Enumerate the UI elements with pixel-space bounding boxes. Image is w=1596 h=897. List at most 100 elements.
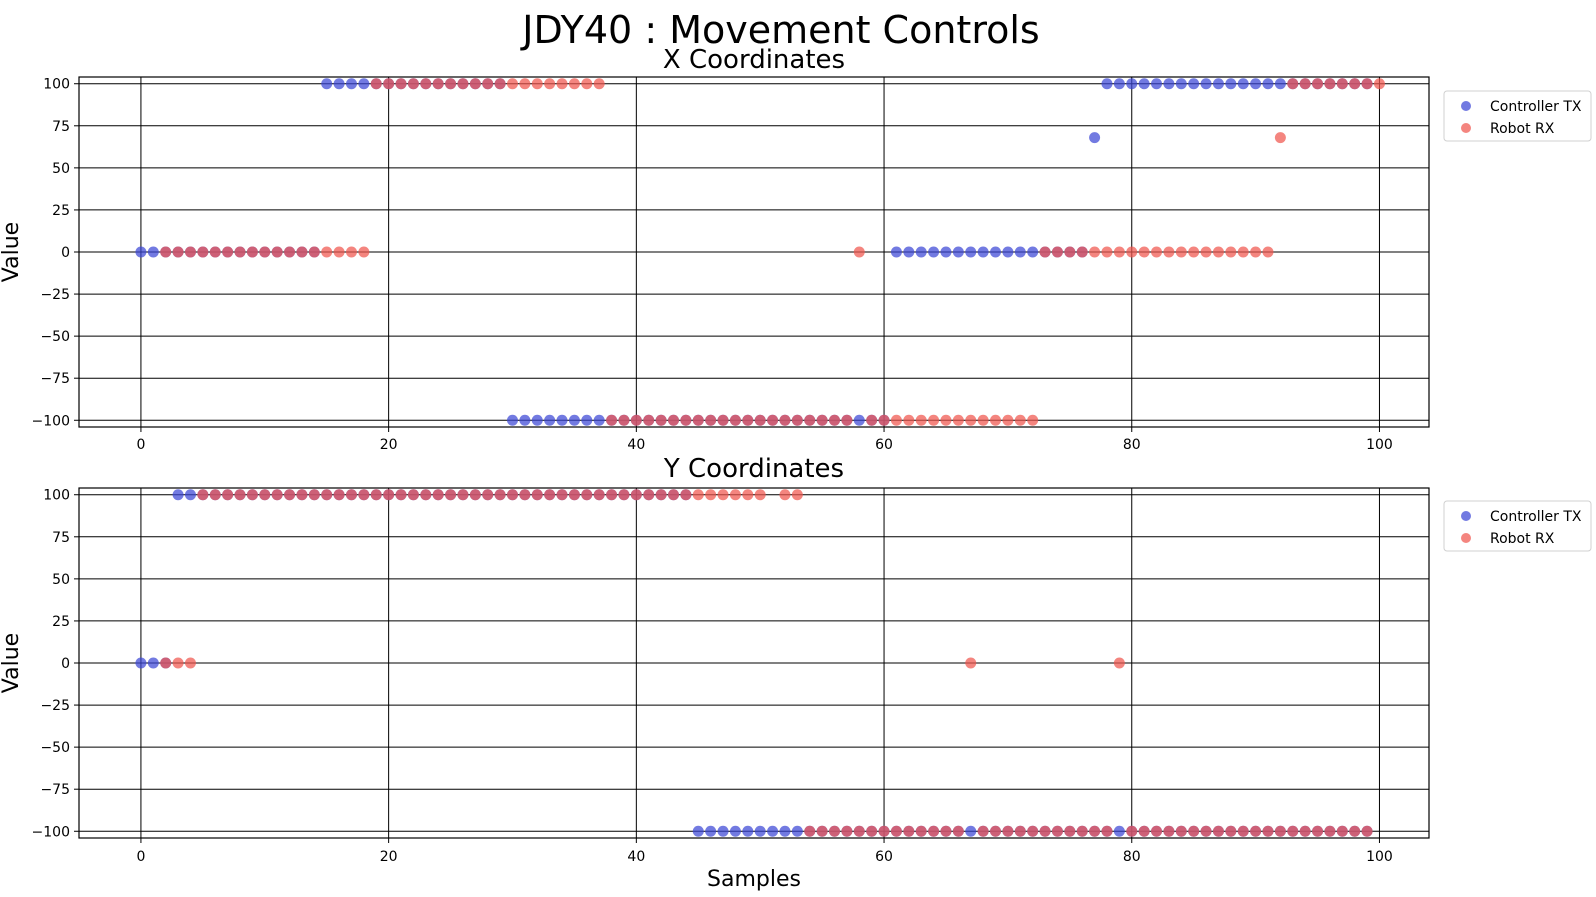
scatter-point xyxy=(606,414,618,426)
scatter-point xyxy=(222,246,234,258)
y-axis-label: Value xyxy=(0,633,24,693)
scatter-point xyxy=(928,246,940,258)
scatter-point xyxy=(692,414,704,426)
scatter-point xyxy=(1175,78,1187,90)
scatter-point xyxy=(705,414,717,426)
scatter-point xyxy=(383,78,395,90)
scatter-point xyxy=(1299,78,1311,90)
scatter-point xyxy=(754,825,766,837)
scatter-point xyxy=(791,414,803,426)
scatter-point xyxy=(1262,825,1274,837)
scatter-point xyxy=(1051,825,1063,837)
scatter-point xyxy=(370,78,382,90)
scatter-point xyxy=(1188,246,1200,258)
scatter-point xyxy=(1076,246,1088,258)
scatter-point xyxy=(804,414,816,426)
x-tick-label: 80 xyxy=(1123,437,1141,453)
scatter-point xyxy=(184,246,196,258)
scatter-point xyxy=(1163,825,1175,837)
scatter-point xyxy=(432,489,444,501)
legend-label: Controller TX xyxy=(1490,509,1582,525)
scatter-point xyxy=(1312,78,1324,90)
scatter-point xyxy=(1151,246,1163,258)
scatter-point xyxy=(321,246,333,258)
scatter-point xyxy=(1039,246,1051,258)
scatter-point xyxy=(667,414,679,426)
scatter-point xyxy=(1200,246,1212,258)
scatter-point xyxy=(519,489,531,501)
axes-title: Y Coordinates xyxy=(663,454,844,484)
scatter-point xyxy=(1336,78,1348,90)
x-tick-label: 20 xyxy=(380,437,398,453)
scatter-point xyxy=(742,489,754,501)
scatter-point xyxy=(1126,825,1138,837)
scatter-point xyxy=(1138,78,1150,90)
y-tick-label: −100 xyxy=(32,413,70,429)
scatter-point xyxy=(903,246,915,258)
scatter-point xyxy=(915,825,927,837)
scatter-point xyxy=(1262,246,1274,258)
scatter-point xyxy=(1225,246,1237,258)
scatter-point xyxy=(1250,825,1262,837)
scatter-point xyxy=(1225,78,1237,90)
scatter-point xyxy=(952,246,964,258)
scatter-point xyxy=(147,657,159,669)
figure-title: JDY40 : Movement Controls xyxy=(520,8,1039,52)
scatter-point xyxy=(1336,825,1348,837)
scatter-point xyxy=(767,414,779,426)
scatter-point xyxy=(581,489,593,501)
scatter-point xyxy=(1089,246,1101,258)
scatter-point xyxy=(1349,825,1361,837)
scatter-point xyxy=(940,825,952,837)
scatter-point xyxy=(655,414,667,426)
scatter-point xyxy=(1287,78,1299,90)
scatter-point xyxy=(853,246,865,258)
scatter-point xyxy=(259,246,271,258)
scatter-point xyxy=(494,489,506,501)
scatter-point xyxy=(333,246,345,258)
scatter-point xyxy=(1101,825,1113,837)
scatter-point xyxy=(556,489,568,501)
scatter-point xyxy=(1138,825,1150,837)
scatter-point xyxy=(1237,78,1249,90)
scatter-point xyxy=(890,414,902,426)
scatter-point xyxy=(705,489,717,501)
scatter-point xyxy=(952,825,964,837)
scatter-point xyxy=(568,489,580,501)
scatter-point xyxy=(816,825,828,837)
scatter-point xyxy=(321,78,333,90)
scatter-point xyxy=(890,246,902,258)
legend-box xyxy=(1443,500,1592,552)
scatter-point xyxy=(816,414,828,426)
scatter-point xyxy=(197,246,209,258)
scatter-point xyxy=(952,414,964,426)
scatter-point xyxy=(147,246,159,258)
scatter-point xyxy=(259,489,271,501)
scatter-point xyxy=(1163,246,1175,258)
scatter-point xyxy=(333,78,345,90)
scatter-point xyxy=(680,489,692,501)
scatter-point xyxy=(717,825,729,837)
scatter-point xyxy=(593,78,605,90)
y-tick-label: 0 xyxy=(61,245,70,261)
scatter-point xyxy=(692,489,704,501)
scatter-point xyxy=(779,825,791,837)
axes-title: X Coordinates xyxy=(663,45,845,75)
scatter-point xyxy=(333,489,345,501)
scatter-point xyxy=(606,489,618,501)
gridlines xyxy=(74,488,1429,843)
scatter-point xyxy=(1151,825,1163,837)
scatter-point xyxy=(222,489,234,501)
scatter-point xyxy=(1113,657,1125,669)
scatter-point xyxy=(1126,246,1138,258)
scatter-point xyxy=(284,489,296,501)
scatter-point xyxy=(271,246,283,258)
scatter-point xyxy=(1064,825,1076,837)
scatter-point xyxy=(345,489,357,501)
scatter-point xyxy=(172,489,184,501)
scatter-point xyxy=(506,78,518,90)
scatter-point xyxy=(1361,825,1373,837)
scatter-point xyxy=(940,246,952,258)
scatter-point xyxy=(1101,246,1113,258)
scatter-point xyxy=(420,489,432,501)
